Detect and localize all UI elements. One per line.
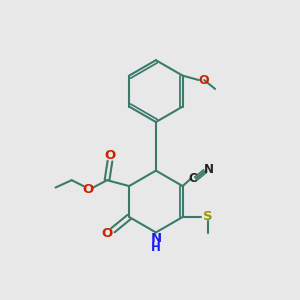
Text: N: N	[150, 232, 161, 245]
Text: O: O	[199, 74, 209, 87]
Text: O: O	[101, 227, 113, 240]
Text: N: N	[204, 164, 214, 176]
Text: C: C	[189, 172, 197, 185]
Text: O: O	[104, 149, 116, 162]
Text: O: O	[82, 182, 94, 196]
Text: H: H	[151, 241, 161, 254]
Text: S: S	[203, 211, 212, 224]
